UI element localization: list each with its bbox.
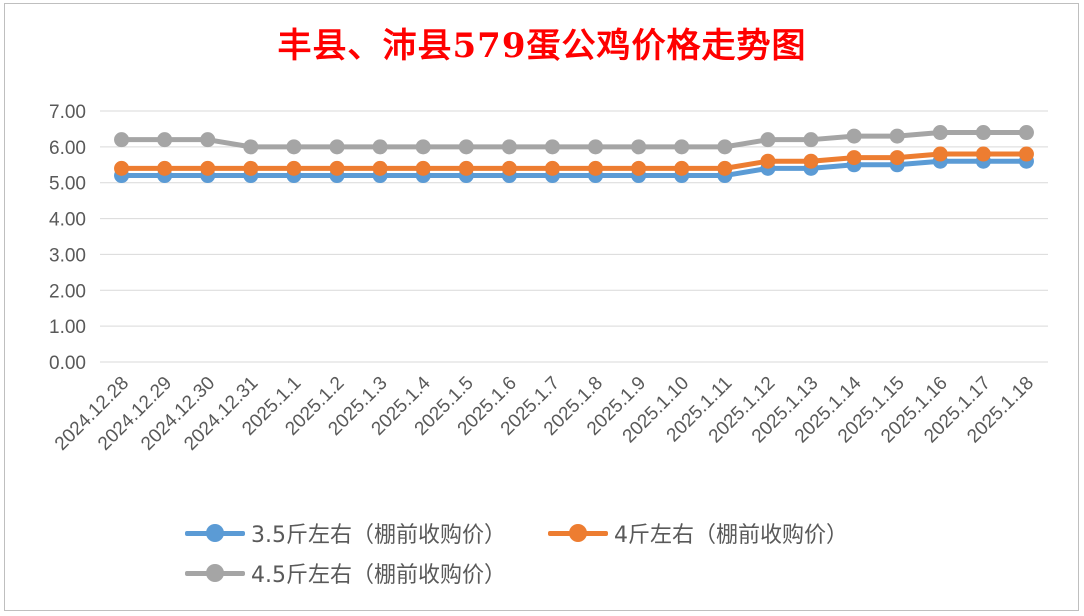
legend-dot-3-5 [206,524,224,542]
data-point-s2-7 [415,139,431,155]
data-point-s1-18 [889,150,905,166]
data-point-s1-12 [631,160,647,176]
chart-frame [4,3,1079,611]
data-point-s2-16 [803,132,819,148]
data-point-s1-2 [200,160,216,176]
data-point-s2-4 [286,139,302,155]
legend-item-3-5: 3.5斤左右（棚前收购价） [185,517,506,549]
data-point-s2-21 [1018,125,1034,141]
y-tick-label-5: 5.00 [49,174,86,195]
data-point-s2-11 [588,139,604,155]
data-point-s1-11 [588,160,604,176]
legend-dot-4-5 [206,564,224,582]
data-point-s1-1 [157,160,173,176]
data-point-s1-20 [975,146,991,162]
data-point-s1-9 [501,160,517,176]
data-point-s2-17 [846,128,862,144]
data-point-s2-18 [889,128,905,144]
y-tick-label-2: 2.00 [49,281,86,302]
data-point-s1-6 [372,160,388,176]
data-point-s2-12 [631,139,647,155]
legend-swatch-4 [548,523,608,543]
data-point-s2-19 [932,125,948,141]
y-tick-label-4: 4.00 [49,210,86,231]
data-point-s2-9 [501,139,517,155]
y-tick-label-6: 6.00 [49,138,86,159]
data-point-s2-2 [200,132,216,148]
data-point-s1-10 [544,160,560,176]
series-line-2 [119,130,1029,150]
legend-label-4-5: 4.5斤左右（棚前收购价） [251,563,506,588]
legend-item-4: 4斤左右（棚前收购价） [548,517,848,549]
data-point-s1-0 [114,160,130,176]
series-line-0 [119,158,1029,179]
legend-item-4-5: 4.5斤左右（棚前收购价） [185,557,506,589]
data-point-s2-6 [372,139,388,155]
data-point-s2-0 [114,132,130,148]
y-tick-label-3: 3.00 [49,245,86,266]
chart-title: 丰县、沛县579蛋公鸡价格走势图 [277,26,807,66]
data-point-s2-15 [760,132,776,148]
data-point-s2-20 [975,125,991,141]
data-point-s2-8 [458,139,474,155]
data-point-s1-21 [1018,146,1034,162]
y-tick-label-7: 7.00 [49,102,86,123]
data-point-s2-13 [674,139,690,155]
legend-swatch-3-5 [185,523,245,543]
data-point-s1-17 [846,150,862,166]
legend-swatch-4-5 [185,563,245,583]
data-point-s2-14 [717,139,733,155]
data-point-s1-5 [329,160,345,176]
data-point-s2-1 [157,132,173,148]
y-tick-label-0: 0.00 [49,353,86,374]
data-point-s1-16 [803,153,819,169]
data-point-s2-3 [243,139,259,155]
y-tick-label-1: 1.00 [49,317,86,338]
data-point-s1-13 [674,160,690,176]
data-point-s1-7 [415,160,431,176]
data-point-s1-14 [717,160,733,176]
legend-dot-4 [569,524,587,542]
data-point-s1-8 [458,160,474,176]
data-point-s2-5 [329,139,345,155]
data-point-s1-4 [286,160,302,176]
data-point-s1-3 [243,160,259,176]
series-line-1 [119,151,1029,171]
data-point-s1-19 [932,146,948,162]
legend-label-4: 4斤左右（棚前收购价） [614,523,848,548]
legend-label-3-5: 3.5斤左右（棚前收购价） [251,523,506,548]
data-point-s2-10 [544,139,560,155]
data-point-s1-15 [760,153,776,169]
